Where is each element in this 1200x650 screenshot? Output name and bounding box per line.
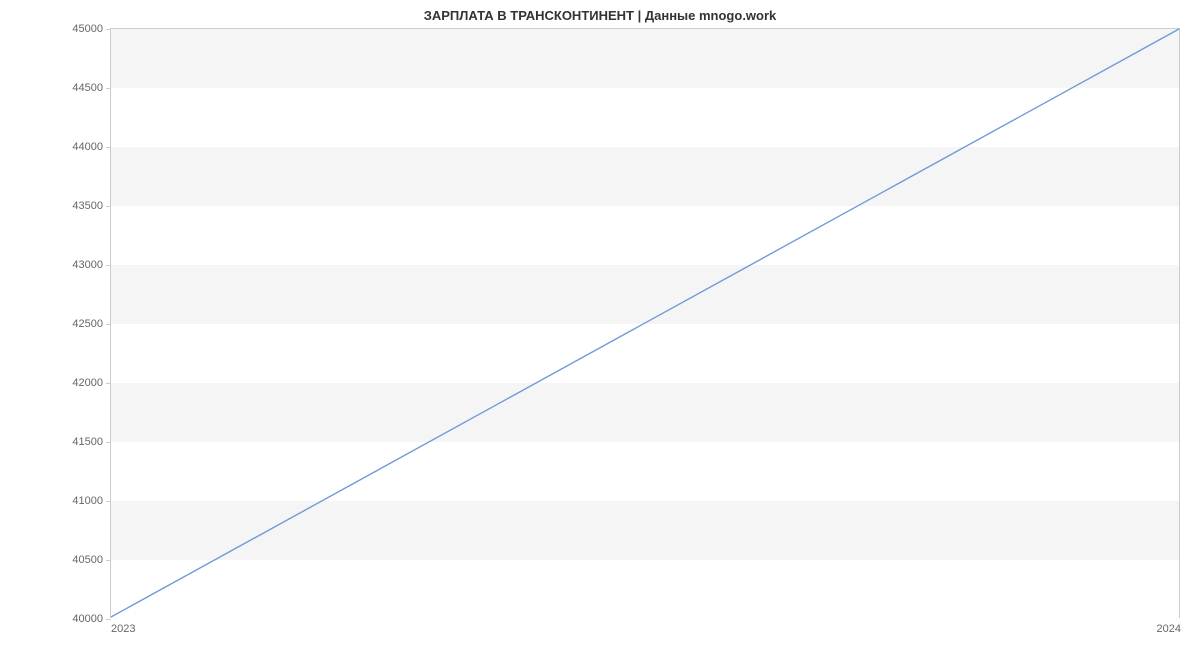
- series-line: [111, 29, 1179, 617]
- line-layer: [111, 29, 1179, 617]
- chart-title: ЗАРПЛАТА В ТРАНСКОНТИНЕНТ | Данные mnogo…: [0, 8, 1200, 23]
- x-tick-label: 2024: [1157, 623, 1181, 635]
- y-tick-label: 41500: [72, 436, 103, 448]
- y-tick-label: 41000: [72, 495, 103, 507]
- x-tick-label: 2023: [111, 623, 135, 635]
- y-tick-label: 44000: [72, 141, 103, 153]
- y-tick-label: 43000: [72, 259, 103, 271]
- y-tick-mark: [106, 619, 111, 620]
- y-tick-label: 45000: [72, 23, 103, 35]
- y-tick-label: 43500: [72, 200, 103, 212]
- y-tick-label: 44500: [72, 82, 103, 94]
- y-tick-label: 40500: [72, 554, 103, 566]
- plot-area: 4000040500410004150042000425004300043500…: [110, 28, 1180, 618]
- y-tick-label: 40000: [72, 613, 103, 625]
- y-tick-label: 42500: [72, 318, 103, 330]
- y-tick-label: 42000: [72, 377, 103, 389]
